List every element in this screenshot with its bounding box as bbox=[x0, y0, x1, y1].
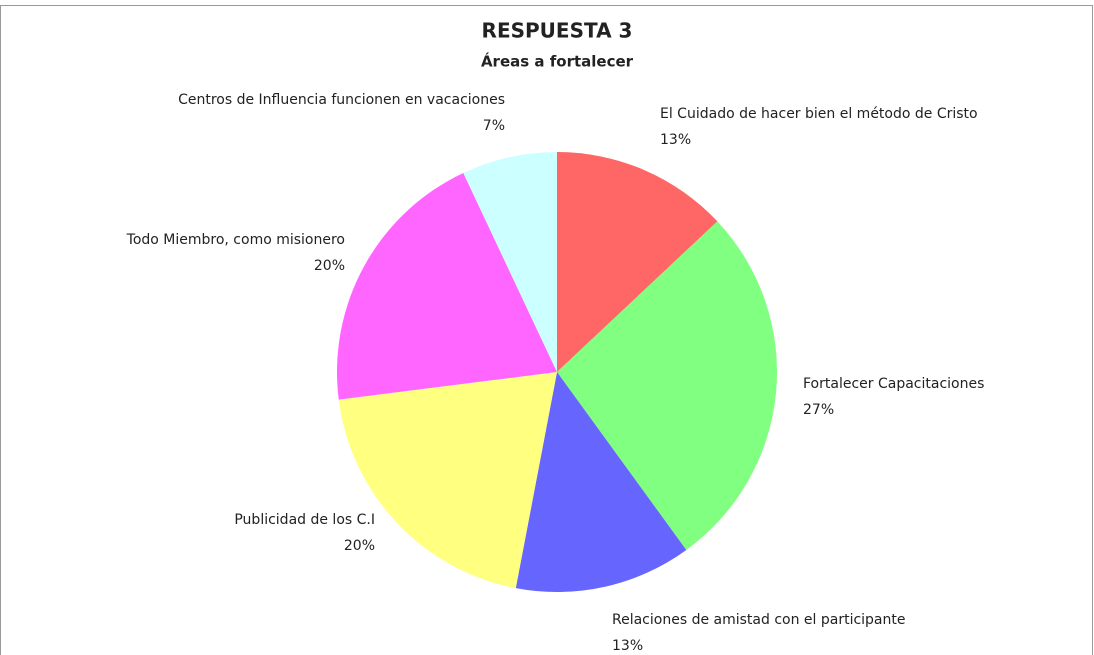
slice-value-label: 20% bbox=[344, 538, 375, 554]
slice-label: Publicidad de los C.I bbox=[234, 512, 375, 528]
pie-slice bbox=[515, 372, 687, 593]
chart-title: RESPUESTA 3 bbox=[482, 19, 633, 43]
slice-value-label: 7% bbox=[483, 118, 505, 134]
pie-slice bbox=[557, 152, 718, 372]
slice-value-label: 13% bbox=[612, 638, 643, 654]
slice-value-label: 27% bbox=[803, 402, 834, 418]
pie-slice bbox=[337, 172, 557, 400]
slice-value-label: 13% bbox=[660, 132, 691, 148]
chart-subtitle: Áreas a fortalecer bbox=[481, 52, 634, 71]
slice-label: Centros de Influencia funcionen en vacac… bbox=[178, 92, 505, 108]
slice-label: Relaciones de amistad con el participant… bbox=[612, 612, 906, 628]
pie-slice bbox=[338, 372, 557, 589]
pie-slice bbox=[463, 152, 557, 372]
slice-label: Fortalecer Capacitaciones bbox=[803, 376, 984, 392]
slice-value-label: 20% bbox=[314, 258, 345, 274]
slice-label: Todo Miembro, como misionero bbox=[126, 232, 345, 248]
slice-label: El Cuidado de hacer bien el método de Cr… bbox=[660, 106, 978, 122]
pie-slice bbox=[557, 221, 778, 550]
